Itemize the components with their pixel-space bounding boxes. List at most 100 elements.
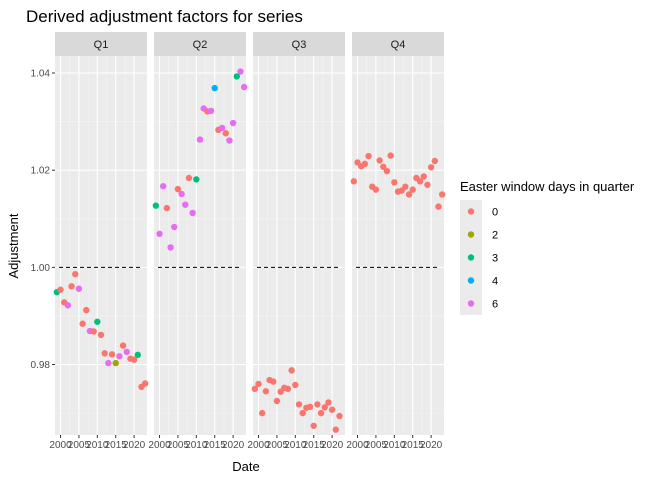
data-point [171,223,178,231]
data-point [160,183,167,190]
data-point [299,409,306,417]
data-point [196,136,204,143]
data-point [112,359,119,367]
data-point [101,350,108,357]
data-point [207,107,215,115]
data-point [409,186,416,193]
data-point [427,164,435,171]
x-tick-label: 2000 [247,440,270,451]
data-point [193,176,200,183]
data-point [273,397,281,405]
legend-key [467,208,475,215]
legend-key [467,231,475,238]
data-point [174,185,182,193]
y-axis: 0.98 1.00 1.02 1.04 [31,69,55,371]
data-point [83,306,90,314]
data-point [218,124,226,132]
data-point [328,406,336,413]
data-point [255,380,262,388]
data-point [317,409,325,417]
x-tick-label: 2010 [185,440,208,451]
data-point [376,157,383,164]
data-point [350,178,358,185]
data-point [424,181,431,188]
data-point [116,353,123,360]
data-point [365,152,372,160]
data-point [325,399,332,406]
data-point [372,186,380,193]
chart-title: Derived adjustment factors for series [26,7,303,26]
data-point [64,302,72,309]
data-point [178,190,185,198]
data-point [134,351,141,359]
x-tick-label: 2005 [266,440,289,451]
facet-strip-label: Q2 [193,39,208,51]
data-point [72,270,79,278]
data-point [420,173,427,180]
facet-strip [154,32,246,56]
facet-strip-label: Q1 [94,39,109,51]
data-point [123,348,130,356]
x-tick-label: 2015 [303,440,326,451]
data-point [310,422,317,429]
data-point [435,203,442,210]
x-axis-title: Date [232,459,259,474]
y-axis-title: Adjustment [6,213,21,278]
data-point [189,209,196,217]
data-point [387,152,394,159]
data-point [229,119,237,127]
x-tick-label: 2010 [284,440,307,451]
panel-background [154,56,246,435]
legend-label: 2 [492,230,498,242]
data-point [402,183,409,190]
y-tick-label: 0.98 [31,360,51,371]
x-tick-label: 2020 [123,440,146,451]
x-tick-label: 2015 [402,440,425,451]
data-point [94,318,101,325]
x-tick-label: 2020 [321,440,344,451]
data-point [332,426,339,433]
y-tick-label: 1.04 [31,69,51,80]
legend-key [467,300,475,307]
x-tick-label: 2015 [105,440,128,451]
data-point [251,385,259,393]
data-point [270,378,277,385]
x-tick-label: 2020 [222,440,245,451]
panel-background [55,56,147,435]
data-point [130,356,138,363]
x-tick-label: 2000 [49,440,72,451]
legend-label: 6 [492,299,498,311]
data-point [306,403,314,411]
data-point [321,404,328,411]
data-point [380,163,387,170]
data-point [163,204,171,212]
data-point [152,202,160,209]
data-point [438,191,446,198]
data-point [68,283,75,290]
legend-key [467,254,475,261]
data-point [75,285,83,292]
facet-strip [55,32,147,56]
data-point [108,351,116,358]
data-point [185,174,193,182]
x-tick-label: 2005 [167,440,190,451]
x-tick-label: 2000 [148,440,171,451]
data-point [259,409,266,417]
data-point [97,331,105,339]
data-point [391,179,398,186]
data-point [431,157,438,165]
facet-strip [253,32,345,56]
data-point [167,244,174,251]
x-tick-label: 2010 [86,440,109,451]
data-point [237,68,244,75]
legend-key [467,277,475,284]
facet-strip [352,32,444,56]
x-tick-label: 2020 [420,440,443,451]
data-point [292,381,299,389]
panel-background [352,56,444,435]
data-point [156,230,163,238]
